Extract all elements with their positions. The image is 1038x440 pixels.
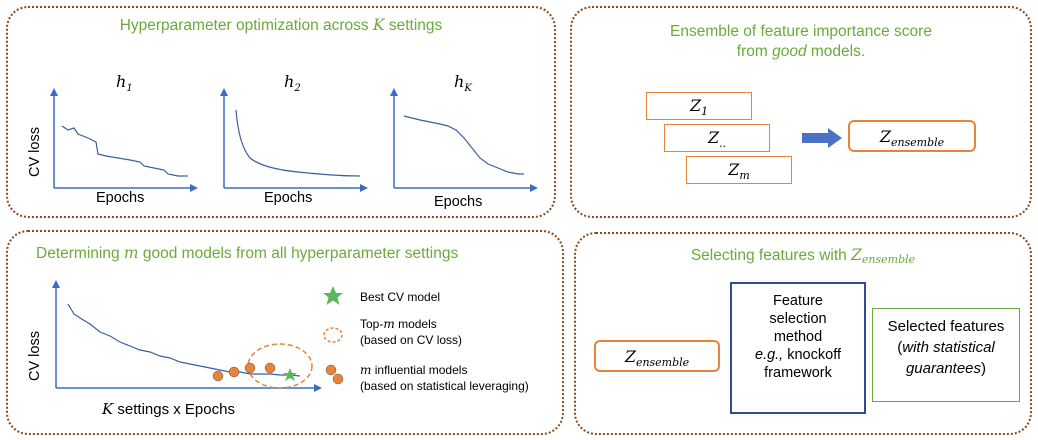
orange-dots-icon [325, 364, 344, 385]
legend-m-influential-models: m influential models (based on statistic… [360, 363, 529, 393]
legend-best-cv-model: Best CV model [360, 290, 441, 304]
chart-label-hK: hK [454, 72, 472, 95]
z-box-middle: Z.. [664, 124, 770, 152]
panel-selecting-features: Selecting features with Zensemble Zensem… [574, 232, 1032, 435]
z-box-1: Z1 [646, 92, 752, 120]
x-axis-label: K settings x Epochs [102, 400, 235, 418]
z-ensemble-box: Zensemble [848, 120, 976, 152]
chart-h1 [50, 88, 198, 192]
panel-title: Determining m good models from all hyper… [36, 244, 459, 262]
dashed-circle-icon [323, 327, 343, 343]
panel-title: Hyperparameter optimization across K set… [119, 16, 443, 34]
arrow-right-icon [802, 128, 842, 148]
feature-selection-method-box: Feature selection method e.g., knockoff … [730, 282, 866, 414]
y-axis-label: CV loss [27, 331, 43, 381]
panel-determining-good-models: Determining m good models from all hyper… [6, 230, 564, 435]
selected-features-box: Selected features (with statistical guar… [872, 308, 1020, 402]
x-axis-label-hK: Epochs [434, 194, 483, 210]
panel-ensemble-feature-importance: Ensemble of feature importance score fro… [570, 6, 1032, 218]
star-icon [323, 286, 343, 305]
panel-title: Ensemble of feature importance score fro… [670, 23, 932, 60]
x-axis-label-h2: Epochs [264, 190, 313, 206]
z-box-m: Zm [686, 156, 792, 184]
chart-hK [390, 88, 538, 192]
chart-cv-loss-all-settings [52, 280, 322, 392]
z-ensemble-input-box: Zensemble [594, 340, 720, 372]
y-axis-label: CV loss [27, 127, 43, 177]
panel-hyperparameter-optimization: Hyperparameter optimization across K set… [6, 6, 556, 218]
chart-label-h1: h1 [116, 72, 133, 95]
chart-h2 [220, 88, 368, 192]
x-axis-label-h1: Epochs [96, 190, 145, 206]
chart-label-h2: h2 [284, 72, 301, 95]
legend-top-m-models: Top-m models (based on CV loss) [360, 317, 463, 347]
panel-title: Selecting features with Zensemble [690, 246, 916, 266]
